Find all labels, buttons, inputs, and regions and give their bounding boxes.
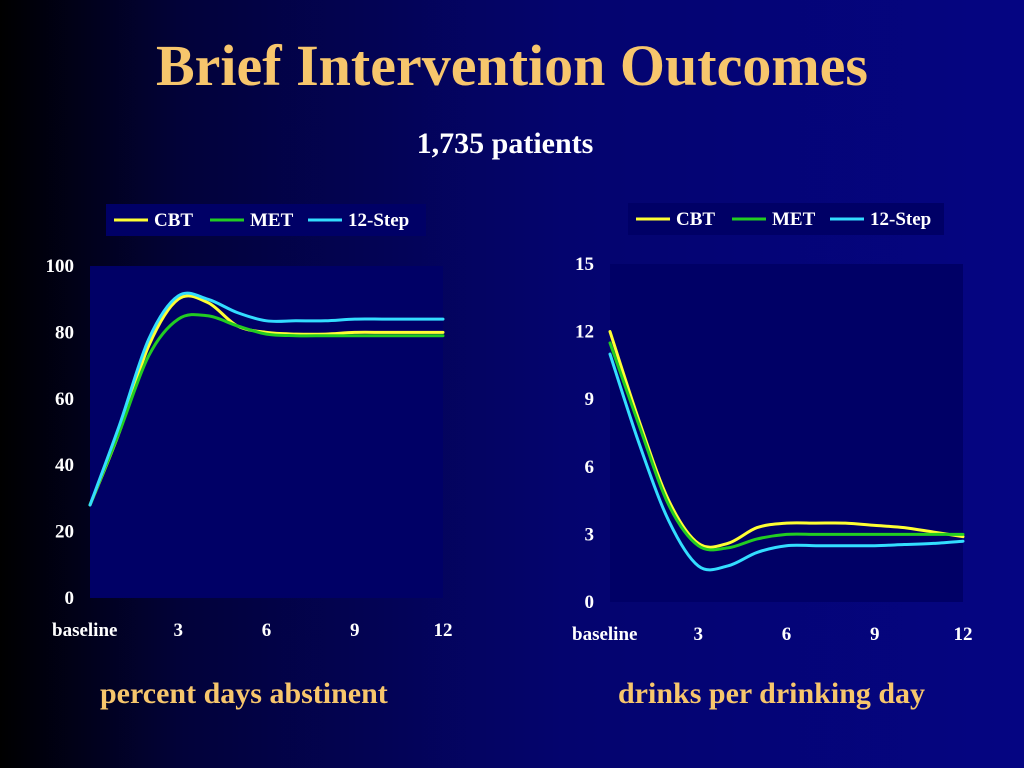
x-tick-label: baseline [52, 620, 117, 641]
y-tick-label: 60 [55, 389, 74, 410]
x-tick-label: 6 [262, 620, 272, 641]
legend-box [628, 203, 944, 235]
y-tick-label: 6 [585, 457, 595, 478]
series-line-12-step [608, 352, 965, 572]
series-line-cbt [88, 294, 445, 507]
y-tick-label: 40 [55, 455, 74, 476]
y-tick-label: 3 [585, 524, 595, 545]
chart-caption-abstinent: percent days abstinent [100, 677, 388, 710]
series-line-met [608, 341, 965, 552]
slide-subtitle: 1,735 patients [416, 127, 594, 160]
plot-area [610, 264, 963, 602]
legend-label: 12-Step [870, 209, 931, 230]
x-tick-label: 12 [434, 620, 453, 641]
x-tick-label: baseline [572, 624, 637, 645]
x-tick-label: 9 [870, 624, 880, 645]
legend: CBT MET 12-Step [106, 204, 426, 236]
chart-1: 0 3 6 9 12 15 baseline 3 6 9 12 CBT MET 12-Step [572, 203, 973, 645]
x-tick-label: 6 [782, 624, 792, 645]
series-line-12-step [88, 291, 445, 507]
legend-box [106, 204, 426, 236]
y-tick-label: 12 [575, 322, 594, 343]
legend-label: MET [250, 210, 294, 231]
y-tick-label: 20 [55, 522, 74, 543]
slide-title: Brief Intervention Outcomes [156, 33, 868, 98]
x-tick-label: 9 [350, 620, 360, 641]
legend-label: MET [772, 209, 816, 230]
y-tick-label: 80 [55, 322, 74, 343]
legend-label: 12-Step [348, 210, 409, 231]
x-tick-label: 3 [694, 624, 704, 645]
x-tick-label: 12 [954, 624, 973, 645]
legend-label: CBT [676, 209, 715, 230]
y-tick-label: 100 [46, 256, 75, 277]
x-tick-label: 3 [174, 620, 184, 641]
legend-label: CBT [154, 210, 193, 231]
y-tick-label: 0 [65, 588, 75, 609]
y-tick-label: 15 [575, 254, 594, 275]
y-tick-label: 0 [585, 592, 595, 613]
y-tick-label: 9 [585, 389, 595, 410]
chart-0: 0 20 40 60 80 100 baseline 3 6 9 12 CBT MET 12-Step [46, 204, 453, 641]
legend: CBT MET 12-Step [628, 203, 944, 235]
chart-caption-drinks: drinks per drinking day [618, 677, 926, 710]
plot-area [90, 266, 443, 598]
series-line-cbt [608, 330, 965, 549]
series-line-met [88, 313, 445, 507]
